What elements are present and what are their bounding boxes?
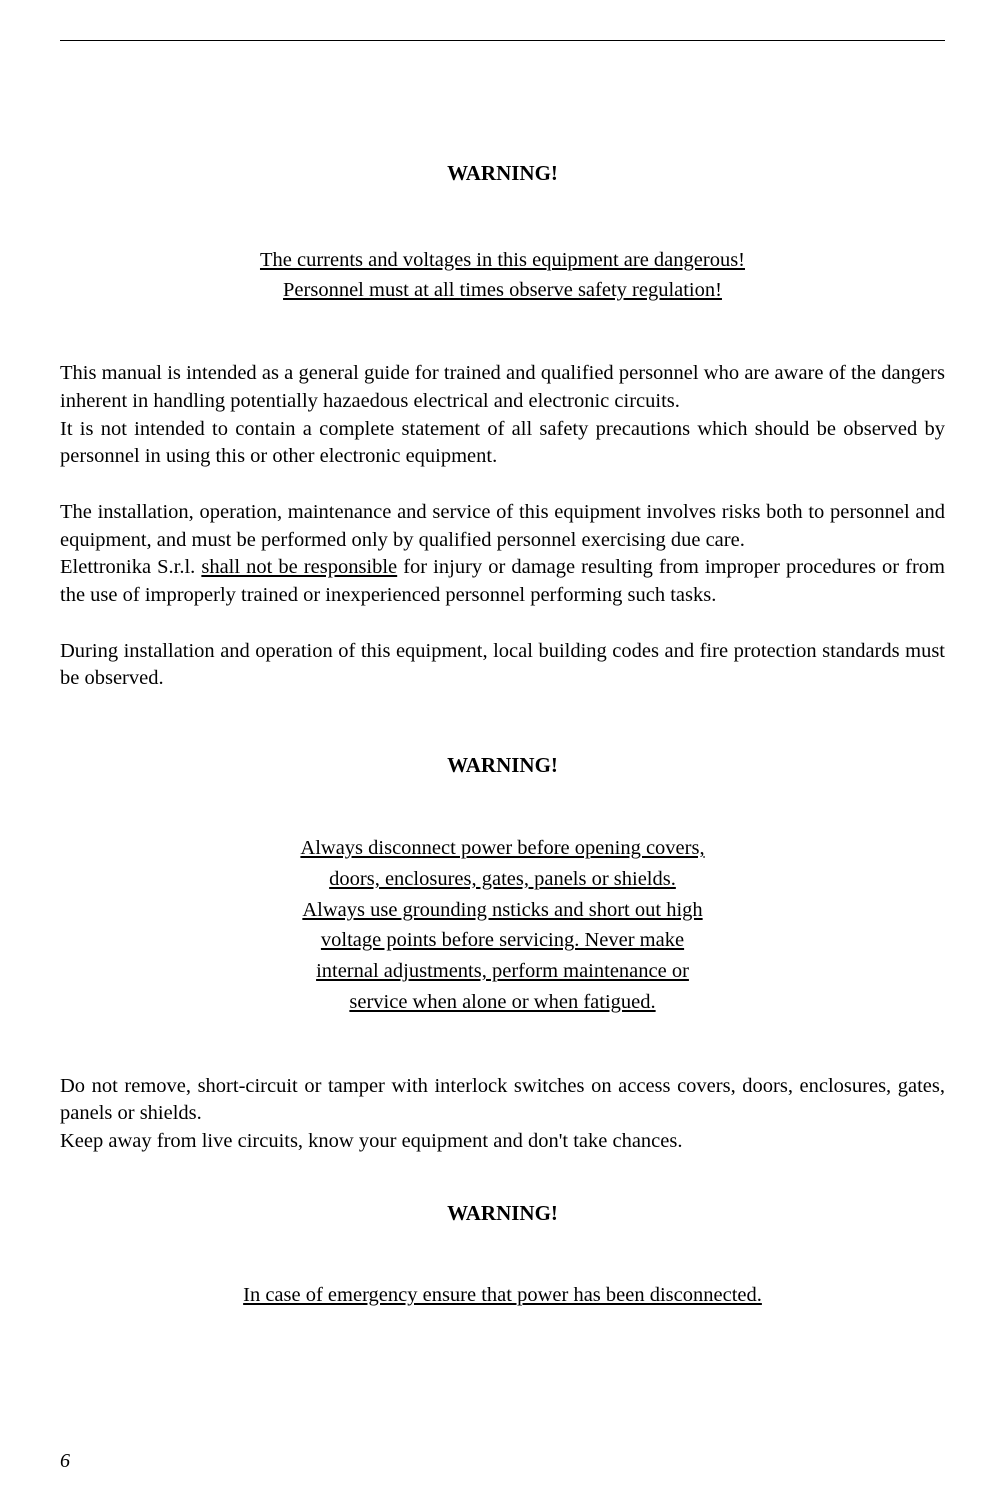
warning2-line1: Always disconnect power before opening c… [243,833,763,864]
warning-intro-block-2: Always disconnect power before opening c… [243,833,763,1018]
warning-heading-2: WARNING! [60,753,945,778]
para4-pre: Elettronika S.r.l. [60,556,201,578]
warning1-line2: Personnel must at all times observe safe… [60,276,945,306]
warning-heading-1: WARNING! [60,161,945,186]
top-horizontal-rule [60,40,945,41]
body-block-3: During installation and operation of thi… [60,638,945,693]
paragraph-5: During installation and operation of thi… [60,638,945,693]
body-block-2: The installation, operation, maintenance… [60,499,945,610]
warning2-line4: voltage points before servicing. Never m… [243,925,763,956]
warning-intro-block-3: In case of emergency ensure that power h… [60,1281,945,1311]
paragraph-1: This manual is intended as a general gui… [60,360,945,415]
body-block-4: Do not remove, short-circuit or tamper w… [60,1073,945,1156]
paragraph-4: Elettronika S.r.l. shall not be responsi… [60,554,945,609]
page-number: 6 [60,1450,70,1473]
paragraph-6: Do not remove, short-circuit or tamper w… [60,1073,945,1128]
warning3-line1: In case of emergency ensure that power h… [60,1281,945,1311]
warning-heading-3: WARNING! [60,1201,945,1226]
warning2-line6: service when alone or when fatigued. [243,987,763,1018]
warning2-line5: internal adjustments, perform maintenanc… [243,956,763,987]
warning2-line2: doors, enclosures, gates, panels or shie… [243,864,763,895]
paragraph-7: Keep away from live circuits, know your … [60,1128,945,1156]
warning1-line1: The currents and voltages in this equipm… [60,246,945,276]
body-block-1: This manual is intended as a general gui… [60,360,945,471]
document-page: WARNING! The currents and voltages in th… [0,0,1005,1503]
paragraph-2: It is not intended to contain a complete… [60,416,945,471]
paragraph-3: The installation, operation, maintenance… [60,499,945,554]
warning-intro-block-1: The currents and voltages in this equipm… [60,246,945,305]
warning2-line3: Always use grounding nsticks and short o… [243,895,763,926]
para4-underline: shall not be responsible [201,556,397,578]
